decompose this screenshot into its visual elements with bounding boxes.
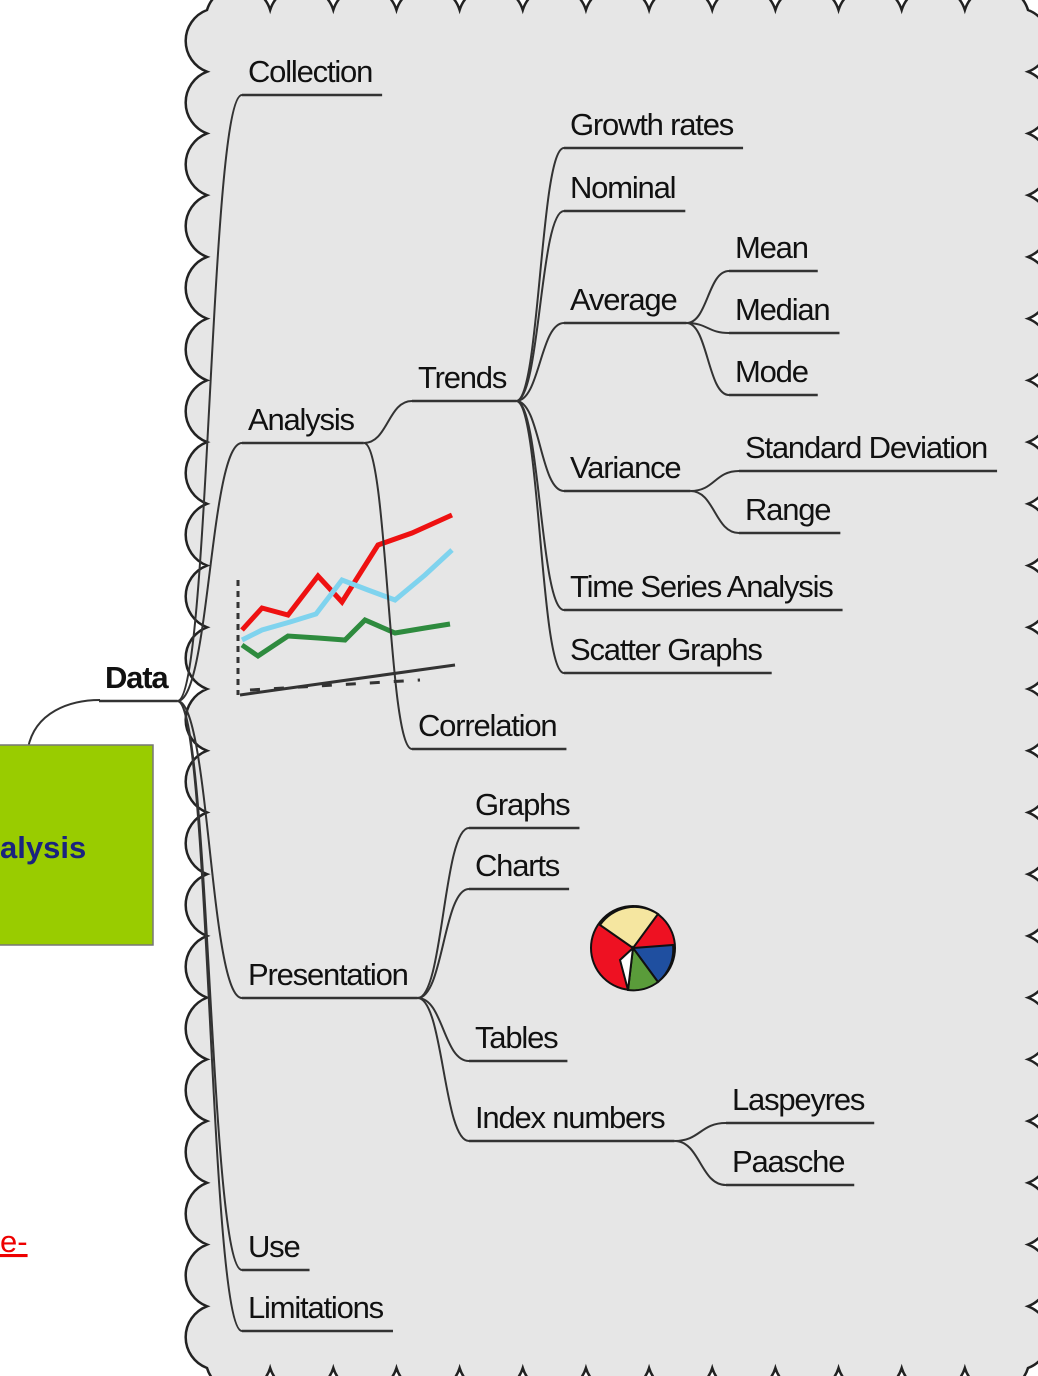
node-label: Collection [248, 54, 372, 89]
node-label: Nominal [570, 170, 675, 205]
node-label: Laspeyres [732, 1082, 865, 1117]
pie-chart-icon [591, 906, 675, 990]
node-label: Correlation [418, 708, 556, 743]
node-label: Growth rates [570, 107, 734, 142]
node-label: Index numbers [475, 1100, 665, 1135]
side-link[interactable]: e- [0, 1224, 28, 1259]
node-label: Median [735, 292, 829, 327]
node-label: Paasche [732, 1144, 844, 1179]
node-label: Use [248, 1229, 300, 1264]
box-connector [28, 700, 100, 748]
side-box-label: alysis [0, 830, 86, 865]
node-label: Time Series Analysis [570, 569, 833, 604]
node-label: Charts [475, 848, 560, 883]
node-label: Scatter Graphs [570, 632, 762, 667]
cloud-background [186, 0, 1038, 1376]
mind-map: alysis e- Data Collection Analysis Trends Gr… [0, 0, 1038, 1376]
node-label: Limitations [248, 1290, 384, 1325]
node-label: Tables [475, 1020, 558, 1055]
node-label: Data [105, 660, 169, 695]
node-label: Mode [735, 354, 808, 389]
node-label: Presentation [248, 957, 408, 992]
node-label: Mean [735, 230, 808, 265]
node-label: Range [745, 492, 830, 527]
node-label: Standard Deviation [745, 430, 987, 465]
node-label: Analysis [248, 402, 355, 437]
node-label: Average [570, 282, 677, 317]
node-label: Graphs [475, 787, 570, 822]
node-label: Trends [418, 360, 507, 395]
node-label: Variance [570, 450, 680, 485]
